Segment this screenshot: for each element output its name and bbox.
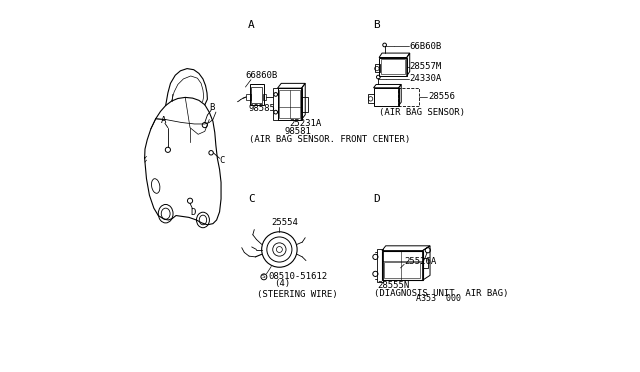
Bar	[246, 94, 251, 100]
Bar	[383, 262, 420, 278]
Bar	[250, 84, 264, 105]
Text: S: S	[262, 274, 266, 279]
Bar	[377, 249, 383, 282]
Text: 66860B: 66860B	[245, 71, 278, 80]
Text: B: B	[209, 103, 214, 112]
Text: 66B60B: 66B60B	[410, 42, 442, 51]
Bar	[280, 90, 300, 118]
Text: D: D	[374, 194, 380, 204]
Text: 98585: 98585	[248, 104, 275, 113]
Bar	[273, 88, 278, 119]
Text: 28557M: 28557M	[410, 62, 442, 71]
Bar	[374, 88, 399, 106]
Text: 24330A: 24330A	[410, 74, 442, 83]
Text: B: B	[374, 20, 380, 31]
Bar	[368, 94, 374, 103]
Text: (AIR BAG SENSOR): (AIR BAG SENSOR)	[379, 108, 465, 117]
Text: 98581: 98581	[285, 127, 312, 136]
Text: 08510-51612: 08510-51612	[268, 272, 328, 281]
Text: 25231A: 25231A	[290, 119, 322, 128]
Text: 28556: 28556	[428, 92, 454, 101]
Text: (4): (4)	[274, 279, 290, 288]
Bar	[252, 87, 262, 103]
Text: C: C	[220, 156, 225, 166]
Bar	[263, 94, 266, 100]
Ellipse shape	[196, 212, 209, 228]
Text: 25554: 25554	[271, 218, 298, 227]
Bar	[301, 97, 308, 112]
Bar	[381, 59, 405, 74]
Bar	[374, 64, 380, 72]
Text: 28555N: 28555N	[378, 281, 410, 290]
Text: 25526A: 25526A	[404, 257, 436, 266]
Text: D: D	[191, 208, 196, 217]
Bar	[379, 58, 407, 76]
Text: A: A	[248, 20, 255, 31]
Text: A353  000: A353 000	[416, 294, 461, 303]
Text: (DIAGNOSIS UNIT. AIR BAG): (DIAGNOSIS UNIT. AIR BAG)	[374, 289, 508, 298]
Text: (AIR BAG SENSOR. FRONT CENTER): (AIR BAG SENSOR. FRONT CENTER)	[249, 135, 410, 144]
Text: C: C	[248, 194, 255, 204]
Bar	[382, 251, 422, 280]
Bar	[278, 88, 301, 119]
Bar	[422, 258, 428, 268]
Text: A: A	[161, 116, 166, 125]
Text: (STEERING WIRE): (STEERING WIRE)	[257, 291, 338, 299]
Bar	[398, 88, 419, 106]
Ellipse shape	[158, 205, 173, 223]
